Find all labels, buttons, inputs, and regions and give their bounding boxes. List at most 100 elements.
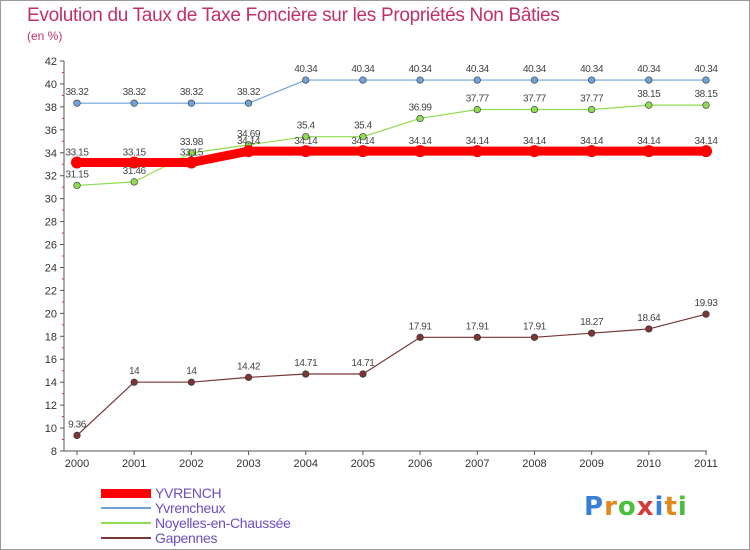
data-point: [416, 76, 424, 84]
data-label: 33.15: [65, 148, 89, 159]
data-label: 40.34: [580, 64, 604, 75]
legend-label: Yvrencheux: [155, 500, 226, 516]
data-label: 33.15: [180, 148, 204, 159]
logo-letter: r: [604, 492, 618, 522]
legend-item: Gapennes: [101, 530, 401, 546]
data-point: [702, 101, 710, 109]
data-label: 34.14: [351, 136, 375, 147]
data-point: [414, 145, 427, 158]
data-label: 18.27: [580, 317, 604, 328]
series-line-Yvrencheux: [76, 79, 707, 104]
data-label: 35.4: [297, 121, 316, 132]
data-point: [359, 76, 367, 84]
y-tick-label: 18: [45, 331, 57, 343]
data-label: 38.15: [637, 89, 661, 100]
chart-title: Evolution du Taux de Taxe Foncière sur l…: [27, 5, 560, 26]
data-label: 40.34: [351, 64, 375, 75]
data-point: [528, 145, 541, 158]
proxiti-logo: Proxiti: [584, 492, 688, 522]
data-label: 38.32: [123, 87, 147, 98]
data-point: [642, 145, 655, 158]
data-point: [645, 101, 653, 109]
data-label: 38.32: [237, 87, 261, 98]
data-point: [588, 105, 596, 114]
data-label: 38.32: [65, 87, 89, 98]
legend-label: Noyelles-en-Chaussée: [155, 515, 291, 531]
data-point: [645, 325, 653, 333]
y-tick-label: 34: [45, 148, 57, 160]
data-label: 14: [186, 366, 197, 377]
legend-swatch: [101, 507, 151, 509]
series-line-Noyelles-en-Chaussée: [76, 104, 707, 187]
data-label: 9.36: [68, 419, 87, 430]
logo-letter: t: [664, 492, 678, 522]
y-tick-label: 22: [45, 285, 57, 297]
data-label: 33.15: [123, 148, 147, 159]
y-tick-label: 38: [45, 102, 57, 114]
data-point: [299, 145, 312, 158]
data-label: 40.34: [637, 64, 661, 75]
data-label: 14.71: [294, 358, 318, 369]
data-point: [356, 145, 369, 158]
data-point: [130, 378, 138, 386]
legend-item: Yvrencheux: [101, 500, 401, 516]
y-tick-label: 16: [45, 354, 57, 366]
y-tick-label: 30: [45, 194, 57, 206]
data-point: [359, 133, 367, 141]
legend-label: Gapennes: [155, 530, 218, 546]
x-tick-label: 2001: [122, 458, 146, 470]
legend-swatch: [101, 522, 151, 524]
data-point: [73, 431, 81, 440]
data-label: 31.15: [65, 169, 89, 180]
data-label: 18.64: [637, 313, 661, 324]
legend-label: YVRENCH: [155, 485, 222, 501]
legend: YVRENCH Yvrencheux Noyelles-en-Chaussée Gap…: [101, 485, 401, 546]
data-point: [128, 156, 141, 169]
data-label: 40.34: [466, 64, 490, 75]
data-point: [473, 333, 481, 341]
y-tick-label: 32: [45, 171, 57, 183]
data-point: [588, 329, 596, 337]
data-point: [471, 145, 484, 158]
data-point: [585, 145, 598, 158]
series-line-YVRENCH: [72, 146, 711, 168]
data-label: 37.77: [580, 94, 604, 105]
data-point: [187, 99, 195, 107]
legend-swatch: [101, 488, 151, 498]
data-point: [530, 333, 539, 341]
data-label: 34.14: [580, 136, 604, 147]
x-tick-label: 2010: [637, 458, 661, 470]
data-label: 36.99: [409, 102, 433, 113]
logo-letter: P: [584, 492, 605, 522]
legend-swatch: [101, 537, 151, 539]
data-label: 14.42: [237, 361, 261, 372]
y-tick-label: 28: [45, 217, 57, 229]
data-point: [702, 310, 710, 318]
data-label: 34.14: [523, 136, 547, 147]
x-tick-label: 2007: [465, 458, 489, 470]
data-point: [71, 156, 83, 169]
x-tick-label: 2004: [293, 458, 317, 470]
y-tick-label: 12: [45, 400, 57, 412]
data-point: [130, 99, 138, 107]
data-label: 34.14: [694, 136, 718, 147]
data-point: [73, 181, 81, 190]
y-tick-label: 26: [45, 240, 57, 252]
data-label: 14: [129, 366, 140, 377]
data-label: 19.93: [694, 298, 718, 309]
y-tick-label: 10: [45, 423, 57, 435]
data-point: [130, 178, 138, 186]
data-label: 33.98: [180, 137, 204, 148]
y-tick-label: 20: [45, 308, 57, 320]
data-point: [416, 114, 424, 123]
data-point: [416, 333, 424, 341]
legend-item: YVRENCH: [101, 485, 401, 501]
x-tick-label: 2005: [351, 458, 375, 470]
data-label: 40.34: [409, 64, 433, 75]
data-point: [359, 370, 367, 378]
y-tick-label: 40: [45, 79, 57, 91]
data-label: 34.69: [237, 129, 261, 140]
data-point: [588, 76, 596, 84]
